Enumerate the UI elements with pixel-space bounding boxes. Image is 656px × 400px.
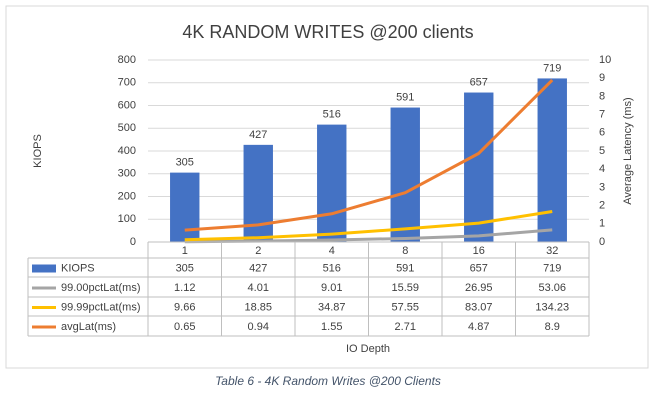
table-cell: 2.71	[395, 321, 416, 333]
y-tick-label: 0	[130, 236, 136, 248]
table-cell: 0.65	[174, 321, 195, 333]
y2-tick-label: 1	[599, 218, 605, 230]
y2-tick-label: 8	[599, 90, 605, 102]
bar-value-label: 657	[470, 76, 488, 88]
y-tick-label: 400	[118, 145, 136, 157]
bar	[243, 144, 273, 242]
table-cell: 516	[323, 262, 341, 274]
bar-value-label: 305	[176, 157, 194, 169]
y-tick-label: 600	[118, 99, 136, 111]
bar-value-label: 719	[543, 62, 561, 74]
table-cell: 9.66	[174, 301, 195, 313]
caption: Table 6 - 4K Random Writes @200 Clients	[215, 374, 441, 388]
x-tick-label: 16	[473, 245, 485, 257]
table-cell: 57.55	[391, 301, 419, 313]
table-cell: 53.06	[538, 282, 566, 294]
legend-label: KIOPS	[61, 262, 95, 274]
table-cell: 305	[176, 262, 194, 274]
table-cell: 15.59	[391, 282, 419, 294]
legend-label: 99.00pctLat(ms)	[61, 282, 140, 294]
y2-tick-label: 4	[599, 163, 605, 175]
x-tick-label: 8	[402, 245, 408, 257]
y2-tick-label: 5	[599, 145, 605, 157]
y2-tick-label: 6	[599, 127, 605, 139]
bar-value-label: 427	[249, 129, 267, 141]
legend-label: avgLat(ms)	[61, 321, 116, 333]
line	[184, 209, 553, 242]
y2-tick-label: 9	[599, 72, 605, 84]
table-cell: 719	[543, 262, 561, 274]
table-cell: 4.01	[248, 282, 269, 294]
table-cell: 1.12	[174, 282, 195, 294]
bar	[390, 107, 420, 242]
table-cell: 1.55	[321, 321, 342, 333]
bar	[537, 78, 567, 243]
y-tick-label: 800	[118, 54, 136, 66]
bar	[317, 124, 347, 242]
line	[184, 78, 554, 232]
y2-tick-label: 3	[599, 181, 605, 193]
y2-tick-label: 0	[599, 236, 605, 248]
table-cell: 9.01	[321, 282, 342, 294]
table-cell: 427	[249, 262, 267, 274]
table-cell: 8.9	[545, 321, 560, 333]
chart-title: 4K RANDOM WRITES @200 clients	[182, 22, 473, 42]
y2-tick-label: 2	[599, 200, 605, 212]
y-tick-label: 300	[118, 168, 136, 180]
table-cell: 657	[470, 262, 488, 274]
y-axis-title: KIOPS	[32, 134, 44, 168]
table-cell: 591	[396, 262, 414, 274]
table-cell: 4.87	[468, 321, 489, 333]
table-cell: 18.85	[244, 301, 272, 313]
bar	[170, 172, 200, 242]
y2-axis-title: Average Latency (ms)	[622, 97, 634, 204]
y-tick-label: 500	[118, 122, 136, 134]
y2-tick-label: 7	[599, 109, 605, 121]
table-cell: 83.07	[465, 301, 493, 313]
x-tick-label: 4	[329, 245, 335, 257]
table-cell: 0.94	[248, 321, 269, 333]
table-cell: 34.87	[318, 301, 346, 313]
x-axis-title: IO Depth	[346, 343, 390, 355]
legend-label: 99.99pctLat(ms)	[61, 301, 140, 313]
legend-key	[32, 264, 56, 273]
y-tick-label: 200	[118, 190, 136, 202]
bar	[464, 92, 494, 242]
x-tick-label: 1	[182, 245, 188, 257]
x-tick-label: 32	[546, 245, 558, 257]
y-tick-label: 700	[118, 77, 136, 89]
table-cell: 134.23	[535, 301, 569, 313]
y-tick-label: 100	[118, 213, 136, 225]
table-cell: 26.95	[465, 282, 493, 294]
bar-value-label: 591	[396, 91, 414, 103]
bar-value-label: 516	[323, 109, 341, 121]
x-tick-label: 2	[255, 245, 261, 257]
line	[184, 228, 553, 244]
y2-tick-label: 10	[599, 54, 611, 66]
